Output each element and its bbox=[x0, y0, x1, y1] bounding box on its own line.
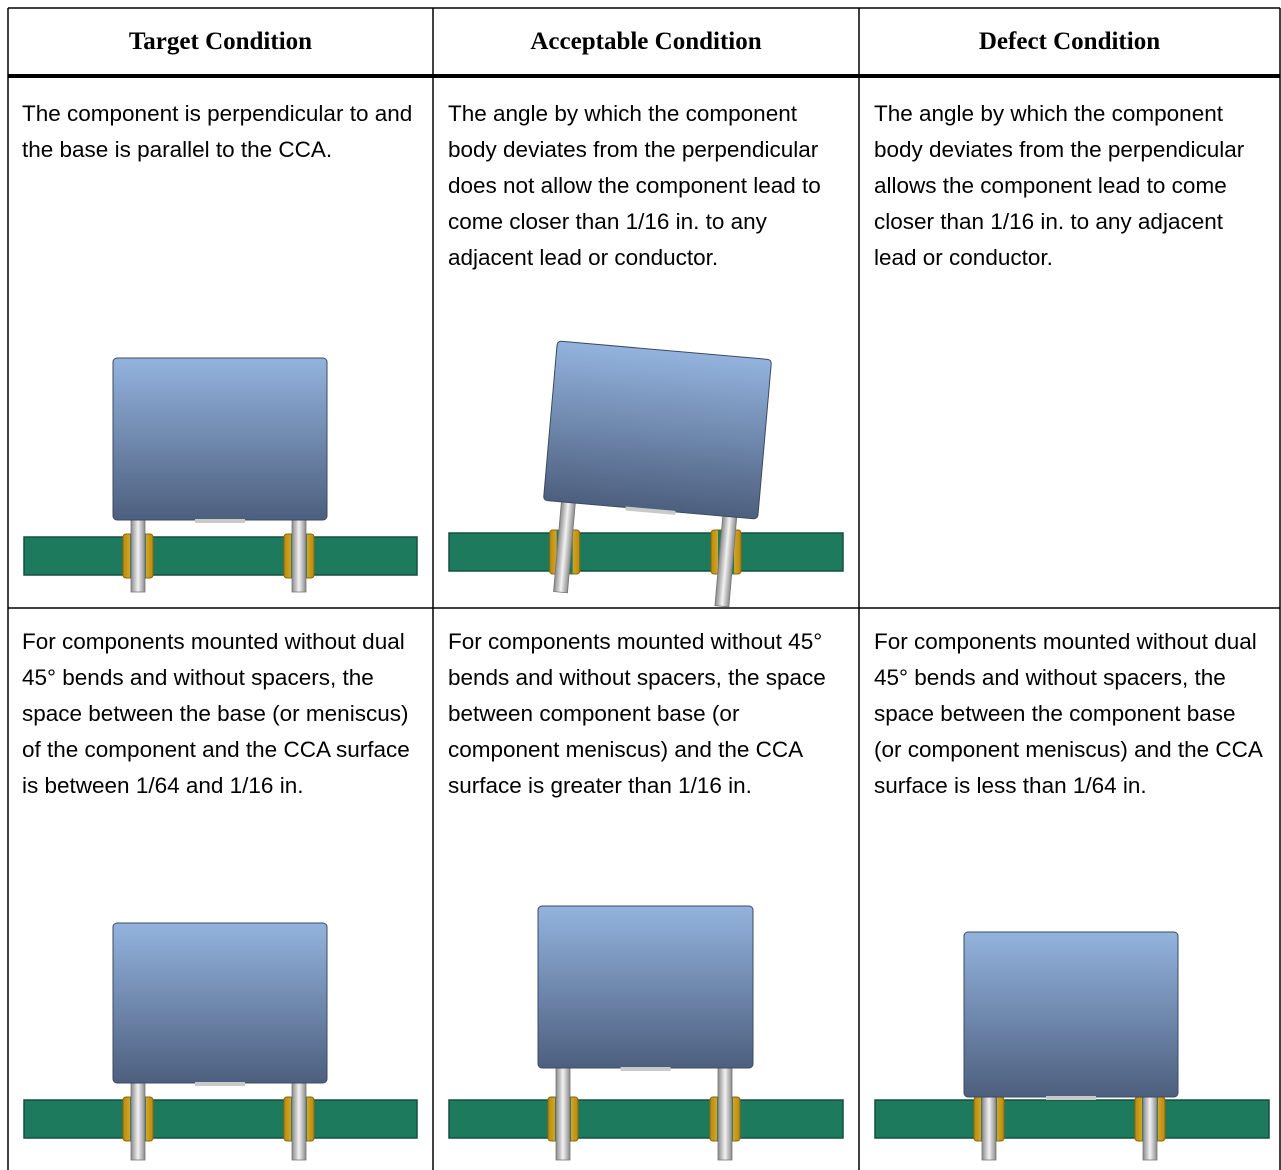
component-lead bbox=[555, 1063, 571, 1161]
component-lead bbox=[130, 1078, 146, 1161]
component bbox=[543, 340, 772, 608]
component-illustration bbox=[448, 905, 844, 1161]
circuit-board bbox=[23, 536, 418, 576]
component-illustration bbox=[874, 931, 1270, 1161]
component-lead bbox=[291, 1078, 307, 1161]
cell-text: The component is perpendicular to and th… bbox=[22, 101, 413, 162]
header-cell: Defect Condition bbox=[978, 28, 1161, 55]
component-body bbox=[537, 905, 754, 1069]
circuit-board bbox=[23, 1099, 418, 1139]
body-standoff bbox=[620, 1067, 671, 1071]
component-lead bbox=[981, 1092, 997, 1161]
component-lead bbox=[717, 1063, 733, 1161]
component-lead bbox=[291, 515, 307, 593]
cell-text: For components mounted without dual 45° … bbox=[874, 629, 1262, 798]
component-body bbox=[112, 357, 328, 521]
cell-text: For components mounted without dual 45° … bbox=[22, 629, 410, 798]
table-borders bbox=[7, 7, 1281, 1170]
component bbox=[537, 905, 754, 1161]
cell-text: The angle by which the component body de… bbox=[448, 101, 821, 270]
component-body bbox=[963, 931, 1179, 1098]
body-standoff bbox=[625, 506, 676, 515]
cell-text: For components mounted without 45° bends… bbox=[448, 629, 826, 798]
body-standoff bbox=[195, 1082, 245, 1086]
component bbox=[112, 922, 328, 1161]
component-illustration bbox=[448, 340, 844, 608]
circuit-board bbox=[448, 1099, 844, 1139]
component-illustration bbox=[23, 357, 418, 593]
component bbox=[112, 357, 328, 593]
component-body bbox=[112, 922, 328, 1084]
component-body bbox=[543, 340, 772, 520]
component-illustration bbox=[23, 922, 418, 1161]
component bbox=[963, 931, 1179, 1161]
body-standoff bbox=[195, 519, 245, 523]
component-lead bbox=[1142, 1092, 1158, 1161]
circuit-board bbox=[874, 1099, 1270, 1139]
body-standoff bbox=[1046, 1096, 1096, 1100]
circuit-board bbox=[448, 532, 844, 572]
cell-text: The angle by which the component body de… bbox=[874, 101, 1245, 270]
component-lead bbox=[130, 515, 146, 593]
header-cell: Acceptable Condition bbox=[530, 28, 762, 55]
header-cell: Target Condition bbox=[128, 28, 313, 55]
